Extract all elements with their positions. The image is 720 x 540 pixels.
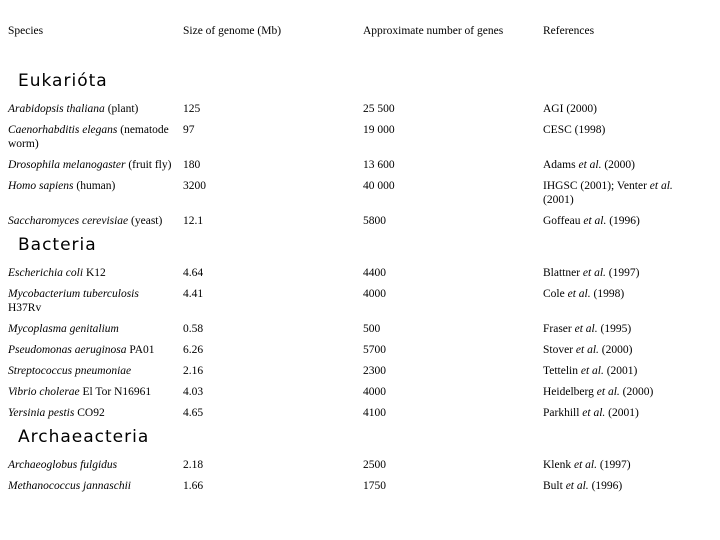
gene-count-cell: 40 000: [363, 180, 395, 192]
species-cell: Pseudomonas aeruginosa PA01: [8, 344, 155, 356]
species-cell: Vibrio cholerae El Tor N16961: [8, 386, 152, 398]
species-cell: Caenorhabditis elegans (nematode worm): [8, 124, 169, 150]
genome-size-cell: 6.26: [183, 344, 204, 356]
table-row: Escherichia coli K12 4.64 4400 Blattner et …: [8, 266, 712, 280]
section-title-bacteria: Bacteria: [18, 235, 97, 255]
gene-count-cell: 5800: [363, 215, 386, 227]
gene-count-cell: 500: [363, 323, 381, 335]
table-row: Yersinia pestis CO92 4.65 4100 Parkhill et …: [8, 406, 712, 420]
reference-cell: Klenk et al. (1997): [543, 459, 631, 471]
table-row: Methanococcus jannaschii 1.66 1750 Bult et …: [8, 479, 712, 493]
column-header-references: References: [543, 25, 595, 37]
reference-cell: Goffeau et al. (1996): [543, 215, 640, 227]
genome-size-cell: 4.03: [183, 386, 204, 398]
genome-size-cell: 12.1: [183, 215, 204, 227]
reference-cell: Bult et al. (1996): [543, 480, 623, 492]
column-header-gene-count: Approximate number of genes: [363, 25, 504, 37]
table-row: Saccharomyces cerevisiae (yeast) 12.1 5800…: [8, 214, 712, 228]
species-cell: Archaeoglobus fulgidus: [8, 459, 118, 471]
genome-size-cell: 125: [183, 103, 201, 115]
gene-count-cell: 1750: [363, 480, 386, 492]
table-row: Homo sapiens (human) 3200 40 000 IHGSC (200…: [8, 179, 712, 207]
section-title-eukariota: Eukarióta: [18, 71, 108, 91]
genome-size-cell: 4.65: [183, 407, 204, 419]
table-row: Mycobacterium tuberculosis H37Rv 4.41 4000…: [8, 287, 712, 315]
table-row: Vibrio cholerae El Tor N16961 4.03 4000 Hei…: [8, 385, 712, 399]
species-cell: Streptococcus pneumoniae: [8, 365, 132, 377]
reference-cell: Fraser et al. (1995): [543, 323, 632, 335]
reference-cell: Blattner et al. (1997): [543, 267, 640, 279]
reference-cell: CESC (1998): [543, 124, 606, 136]
species-cell: Arabidopsis thaliana (plant): [8, 103, 139, 115]
species-cell: Drosophila melanogaster (fruit fly): [8, 159, 172, 171]
reference-cell: Cole et al. (1998): [543, 288, 625, 300]
gene-count-cell: 25 500: [363, 103, 395, 115]
table-row: Streptococcus pneumoniae 2.16 2300 Tettelin…: [8, 364, 712, 378]
reference-cell: AGI (2000): [543, 103, 597, 115]
table-row: Archaeoglobus fulgidus 2.18 2500 Klenk et a…: [8, 458, 712, 472]
table-row: Mycoplasma genitalium 0.58 500 Fraser et al…: [8, 322, 712, 336]
genome-size-cell: 2.18: [183, 459, 204, 471]
table-row: Pseudomonas aeruginosa PA01 6.26 5700 Stove…: [8, 343, 712, 357]
gene-count-cell: 19 000: [363, 124, 395, 136]
genome-size-cell: 0.58: [183, 323, 204, 335]
reference-cell: IHGSC (2001); Venter et al. (2001): [543, 180, 673, 206]
section-title-archaeacteria: Archaeacteria: [18, 427, 150, 447]
table-row: Arabidopsis thaliana (plant) 125 25 500 AGI…: [8, 102, 712, 116]
species-cell: Escherichia coli K12: [8, 267, 106, 279]
reference-cell: Stover et al. (2000): [543, 344, 633, 356]
gene-count-cell: 13 600: [363, 159, 395, 171]
genome-size-cell: 180: [183, 159, 201, 171]
gene-count-cell: 4000: [363, 386, 386, 398]
table-header-row: Species Size of genome (Mb) Approximate …: [8, 24, 712, 38]
genome-size-cell: 1.66: [183, 480, 204, 492]
reference-cell: Heidelberg et al. (2000): [543, 386, 654, 398]
species-cell: Mycobacterium tuberculosis H37Rv: [8, 288, 139, 314]
table-row: Drosophila melanogaster (fruit fly) 180 13…: [8, 158, 712, 172]
genome-size-cell: 3200: [183, 180, 206, 192]
gene-count-cell: 4100: [363, 407, 386, 419]
genome-size-cell: 4.64: [183, 267, 204, 279]
reference-cell: Parkhill et al. (2001): [543, 407, 639, 419]
reference-cell: Adams et al. (2000): [543, 159, 636, 171]
species-cell: Mycoplasma genitalium: [8, 323, 119, 335]
reference-cell: Tettelin et al. (2001): [543, 365, 638, 377]
genome-size-cell: 2.16: [183, 365, 204, 377]
gene-count-cell: 4400: [363, 267, 386, 279]
gene-count-cell: 5700: [363, 344, 386, 356]
genome-size-cell: 4.41: [183, 288, 204, 300]
species-cell: Yersinia pestis CO92: [8, 407, 105, 419]
gene-count-cell: 4000: [363, 288, 386, 300]
table-row: Caenorhabditis elegans (nematode worm) 97…: [8, 123, 712, 151]
gene-count-cell: 2300: [363, 365, 386, 377]
column-header-species: Species: [8, 25, 44, 37]
gene-count-cell: 2500: [363, 459, 386, 471]
species-cell: Methanococcus jannaschii: [8, 480, 131, 492]
species-cell: Saccharomyces cerevisiae (yeast): [8, 215, 163, 227]
genome-size-cell: 97: [183, 124, 195, 136]
table-body: Eukarióta Arabidopsis thaliana (plant) 125…: [8, 71, 712, 493]
species-cell: Homo sapiens (human): [8, 180, 116, 192]
column-header-genome-size: Size of genome (Mb): [183, 25, 282, 37]
